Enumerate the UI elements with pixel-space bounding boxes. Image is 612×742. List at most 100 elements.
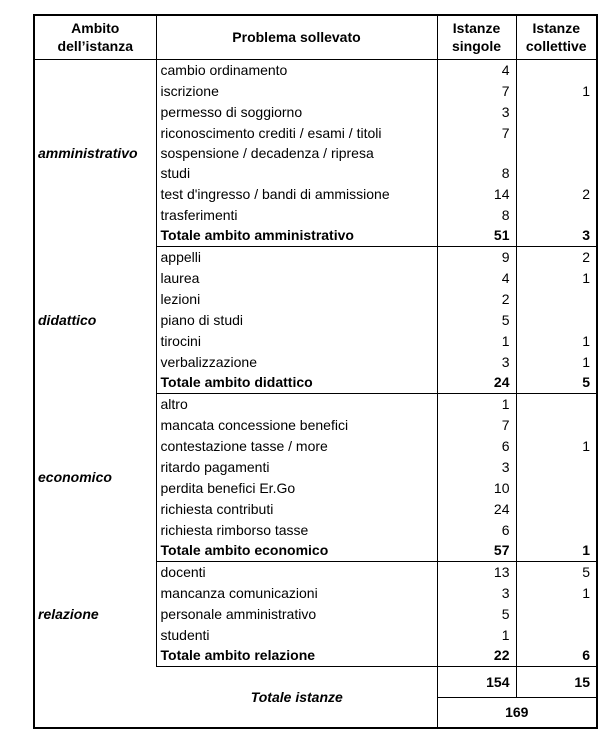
istanze-singole-value: 1 xyxy=(436,393,517,414)
istanze-singole-value: 3 xyxy=(436,456,517,477)
header-row: Ambito dell’istanza Problema sollevato I… xyxy=(33,15,598,60)
istanze-collettive-value xyxy=(515,59,598,80)
section-total-row: Totale ambito amministrativo 51 3 xyxy=(34,225,598,247)
istanze-collettive-value xyxy=(515,414,598,435)
istanze-singole-value: 8 xyxy=(436,143,517,183)
istanze-collettive-value: 1 xyxy=(515,582,598,603)
istanze-collettive-value xyxy=(515,204,598,225)
section-total-singole-value: 24 xyxy=(436,372,517,394)
istanze-singole-value: 4 xyxy=(436,267,517,288)
totale-complessivo-value: 169 xyxy=(436,697,598,728)
table-row: amministrativo cambio ordinamento 4 xyxy=(33,59,598,246)
problema-label: piano di studi xyxy=(155,309,438,330)
istanze-collettive-value xyxy=(515,456,598,477)
totale-istanze-singole-value: 154 xyxy=(436,666,517,698)
istanze-singole-value: 6 xyxy=(436,435,517,456)
istanze-singole-value: 4 xyxy=(436,59,517,80)
istanze-singole-value: 1 xyxy=(436,330,517,351)
ambito-section-label: didattico xyxy=(33,246,157,393)
section-total-label: Totale ambito economico xyxy=(155,540,438,562)
table-row: perdita benefici Er.Go 10 xyxy=(34,477,598,498)
problema-label: verbalizzazione xyxy=(155,351,438,372)
problema-label: mancanza comunicazioni xyxy=(155,582,438,603)
istanze-collettive-value xyxy=(515,393,598,414)
totale-istanze-label: Totale istanze xyxy=(33,666,438,728)
istanze-singole-value: 5 xyxy=(436,603,517,624)
header-istanze-singole: Istanze singole xyxy=(436,15,517,60)
istanze-collettive-value: 1 xyxy=(515,80,598,101)
table-row: lezioni 2 xyxy=(34,288,598,309)
problema-label: cambio ordinamento xyxy=(155,59,438,80)
istanze-table: Ambito dell’istanza Problema sollevato I… xyxy=(33,14,598,729)
istanze-singole-value: 7 xyxy=(436,414,517,435)
section-total-collettive-value: 6 xyxy=(515,645,598,667)
table-row: mancata concessione benefici 7 xyxy=(34,414,598,435)
table-row: studenti 1 xyxy=(34,624,598,645)
istanze-collettive-value: 2 xyxy=(515,246,598,267)
section-total-label: Totale ambito didattico xyxy=(155,372,438,394)
table-row: riconoscimento crediti / esami / titoli 7 xyxy=(34,122,598,143)
table-row: laurea 4 1 xyxy=(34,267,598,288)
istanze-collettive-value xyxy=(515,498,598,519)
istanze-collettive-value xyxy=(515,143,598,183)
ambito-section-label: amministrativo xyxy=(33,59,157,246)
istanze-singole-value: 13 xyxy=(436,561,517,582)
section-total-collettive-value: 1 xyxy=(515,540,598,562)
istanze-collettive-value xyxy=(515,624,598,645)
problema-label: perdita benefici Er.Go xyxy=(155,477,438,498)
table-row: test d'ingresso / bandi di ammissione 14 2 xyxy=(34,183,598,204)
istanze-collettive-value: 5 xyxy=(515,561,598,582)
istanze-singole-value: 7 xyxy=(436,122,517,143)
istanze-singole-value: 8 xyxy=(436,204,517,225)
istanze-collettive-value xyxy=(515,122,598,143)
table-row: iscrizione 7 1 xyxy=(34,80,598,101)
table-row: richiesta rimborso tasse 6 xyxy=(34,519,598,540)
istanze-collettive-value: 2 xyxy=(515,183,598,204)
problema-label: iscrizione xyxy=(155,80,438,101)
table-footer: Totale istanze 154 15 169 xyxy=(33,666,598,728)
istanze-collettive-value xyxy=(515,477,598,498)
problema-label: permesso di soggiorno xyxy=(155,101,438,122)
section-total-collettive-value: 5 xyxy=(515,372,598,394)
istanze-collettive-value: 1 xyxy=(515,435,598,456)
header-ambito-istanza: Ambito dell’istanza xyxy=(33,15,157,60)
istanze-singole-value: 24 xyxy=(436,498,517,519)
istanze-collettive-value xyxy=(515,603,598,624)
problema-label: test d'ingresso / bandi di ammissione xyxy=(155,183,438,204)
problema-label: richiesta rimborso tasse xyxy=(155,519,438,540)
problema-label: studenti xyxy=(155,624,438,645)
footer-row-totals: Totale istanze 154 15 xyxy=(33,666,598,728)
table-row: personale amministrativo 5 xyxy=(34,603,598,624)
table-body: amministrativo cambio ordinamento 4 iscrizi… xyxy=(33,59,598,667)
section-total-singole-value: 57 xyxy=(436,540,517,562)
problema-label: richiesta contributi xyxy=(155,498,438,519)
problema-label: sospensione / decadenza / ripresa studi xyxy=(155,143,438,183)
section-total-row: Totale ambito economico 57 1 xyxy=(34,540,598,562)
section-total-row: Totale ambito didattico 24 5 xyxy=(34,372,598,394)
table-row: mancanza comunicazioni 3 1 xyxy=(34,582,598,603)
istanze-singole-value: 9 xyxy=(436,246,517,267)
istanze-singole-value: 2 xyxy=(436,288,517,309)
istanze-collettive-value: 1 xyxy=(515,330,598,351)
section-total-label: Totale ambito relazione xyxy=(155,645,438,667)
problema-label: docenti xyxy=(155,561,438,582)
section-total-collettive-value: 3 xyxy=(515,225,598,247)
istanze-collettive-value: 1 xyxy=(515,267,598,288)
problema-label: appelli xyxy=(155,246,438,267)
istanze-collettive-value: 1 xyxy=(515,351,598,372)
istanze-singole-value: 7 xyxy=(436,80,517,101)
problema-label: altro xyxy=(155,393,438,414)
table-row: permesso di soggiorno 3 xyxy=(34,101,598,122)
istanze-collettive-value xyxy=(515,288,598,309)
header-problema-sollevato: Problema sollevato xyxy=(155,15,438,60)
totale-istanze-collettive-value: 15 xyxy=(515,666,598,698)
ambito-section-label: relazione xyxy=(33,561,157,666)
ambito-section-label: economico xyxy=(33,393,157,561)
table-row: economico altro 1 xyxy=(33,393,598,561)
istanze-collettive-value xyxy=(515,101,598,122)
table-row: relazione docenti 13 5 xyxy=(33,561,598,666)
table-header: Ambito dell’istanza Problema sollevato I… xyxy=(33,15,598,60)
section-total-singole-value: 22 xyxy=(436,645,517,667)
problema-label: personale amministrativo xyxy=(155,603,438,624)
table-row: didattico appelli 9 2 xyxy=(33,246,598,393)
